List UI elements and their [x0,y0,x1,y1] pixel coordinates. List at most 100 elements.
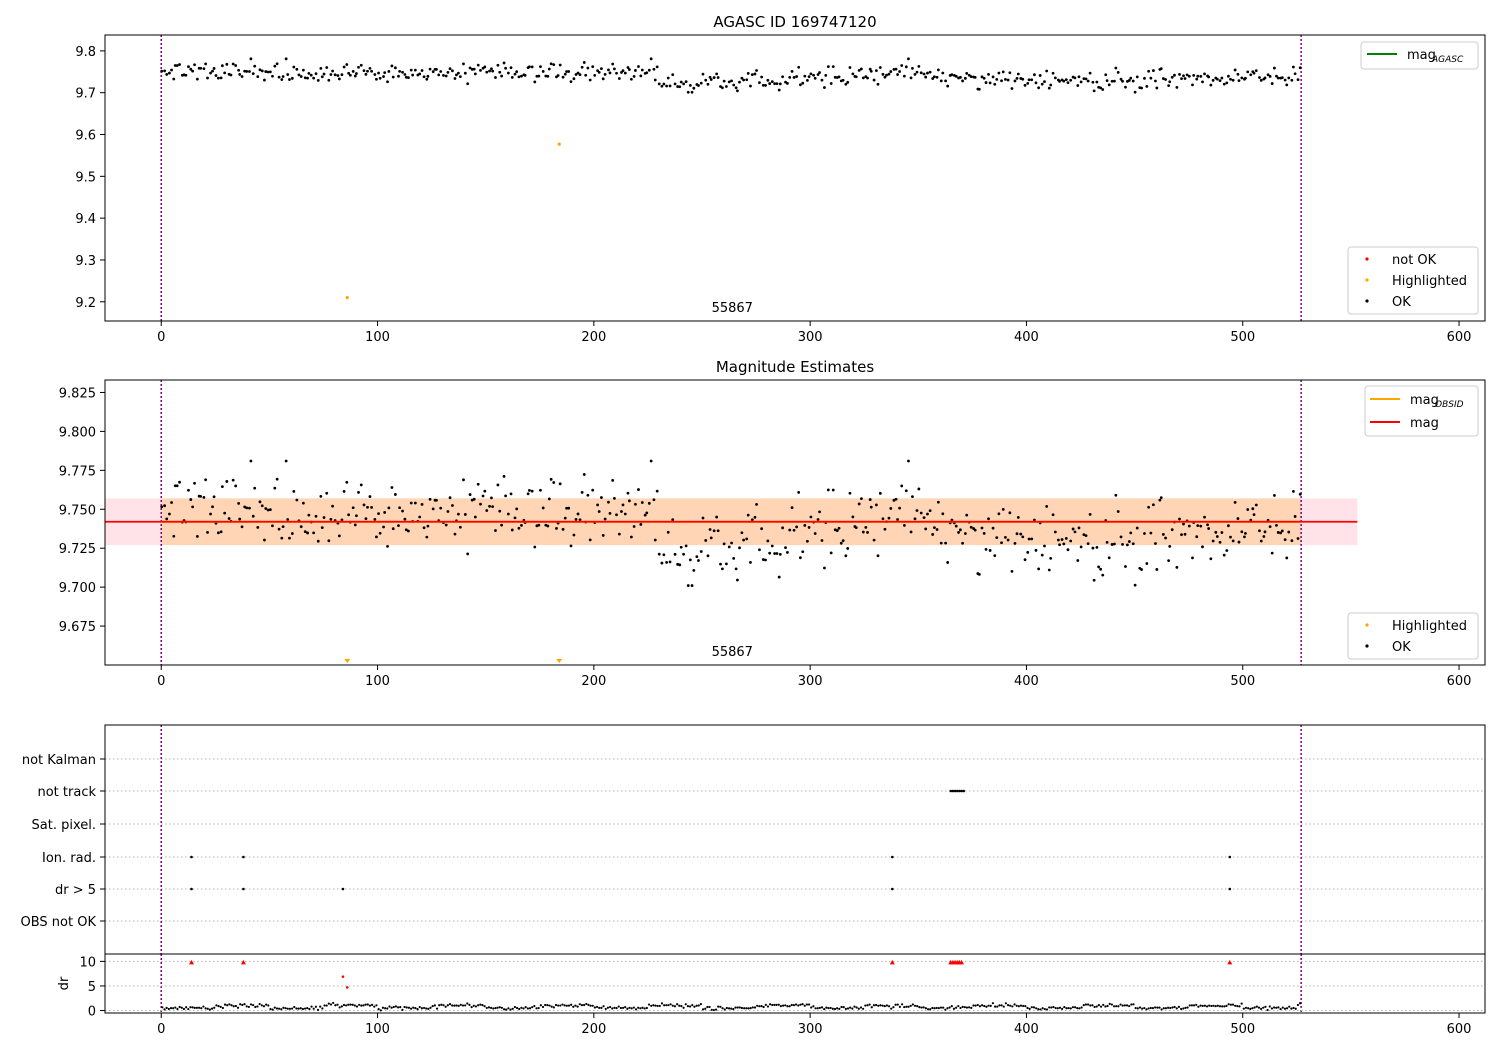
ok-point [401,70,404,74]
ok-point [1199,74,1203,78]
ok-point [826,65,830,69]
dr-point [507,1007,510,1010]
ok-point [973,75,977,79]
ok-point [758,548,761,552]
dr-point [1125,1004,1129,1007]
ok-point [673,552,677,556]
ok-point [818,510,821,514]
ok-point [1170,75,1174,79]
ok-point [892,498,896,502]
ok-point [457,71,460,75]
ok-point [345,63,349,66]
ok-point [980,75,984,79]
ok-point [894,67,898,71]
ok-point [1161,77,1165,80]
dr-point [349,1003,352,1006]
ok-point [911,495,914,499]
ok-point [160,505,164,509]
dr-point [334,1004,337,1007]
dr-point [870,1006,873,1009]
ok-point [701,72,705,76]
ok-point [805,78,809,82]
ok-point [1015,76,1019,80]
ok-point [854,526,858,530]
ok-point [1154,542,1157,545]
ok-point [386,80,389,84]
y-tick-label: 9.750 [59,503,96,518]
legend-marker [1365,257,1369,261]
ok-point [1293,515,1297,518]
ok-point [453,532,457,536]
dr-point [394,1005,398,1008]
ok-point [1254,69,1258,73]
dr-point [457,1004,460,1007]
ok-point [924,527,928,531]
y-tick-label: 10 [79,955,96,970]
ok-point [831,65,835,69]
ok-point [561,527,565,531]
ok-point [957,531,960,534]
ok-point [1178,73,1181,76]
ok-point [1004,77,1007,81]
ok-point [225,62,229,66]
ok-point [393,66,397,70]
dr-point [405,1006,408,1009]
ok-point [1034,548,1038,552]
ok-point [1220,76,1224,80]
dr-point [1069,1007,1072,1010]
ok-point [715,515,719,519]
dr-point [862,1007,865,1010]
dr-point [1056,1007,1059,1010]
dr-point [236,1006,240,1009]
ok-point [1222,82,1226,86]
ok-point [1187,524,1191,528]
dr-point [518,1007,521,1011]
ok-point [303,530,307,534]
legend-box [1347,612,1479,660]
ok-point [435,498,438,502]
ok-point [327,539,331,543]
ok-point [290,76,294,80]
ok-point [1259,78,1263,82]
dr-point [697,1004,700,1007]
dr-point [295,1007,298,1010]
ok-point [1027,537,1031,541]
ok-point [1021,535,1025,539]
ok-point [688,558,692,562]
ok-point [963,532,967,535]
ok-point [1026,550,1030,554]
ok-point [1266,73,1270,77]
dr-point [1071,1006,1075,1009]
dr-point [801,1003,804,1006]
dr-point [217,1005,220,1008]
ok-point [835,529,839,532]
ok-point [558,482,562,486]
ok-point [797,65,801,69]
dr-point [193,1006,196,1009]
dr-point [1247,1007,1250,1010]
ok-point [761,83,765,87]
dr-point [1115,1005,1118,1008]
ok-point [1107,556,1111,560]
dr-point [799,1003,802,1006]
dr-point [595,1005,599,1008]
dr-point [727,1007,731,1010]
ok-point [401,509,404,513]
ok-point [280,78,284,81]
ok-point [1037,567,1041,571]
legend-marker [1365,623,1369,627]
dr-point [831,1007,834,1010]
ok-point [426,524,430,528]
dr-point [379,1009,382,1012]
dr-point [723,1008,726,1011]
ok-point [425,77,429,81]
dr-point [403,1005,406,1009]
flag-category-label: Ion. rad. [42,851,96,866]
dr-point [615,1007,618,1010]
ok-point [216,76,220,80]
ok-point [722,79,726,83]
ok-point [634,502,637,506]
dr-point [180,1006,183,1009]
dr-point [513,1005,516,1009]
ok-point [1268,525,1272,528]
